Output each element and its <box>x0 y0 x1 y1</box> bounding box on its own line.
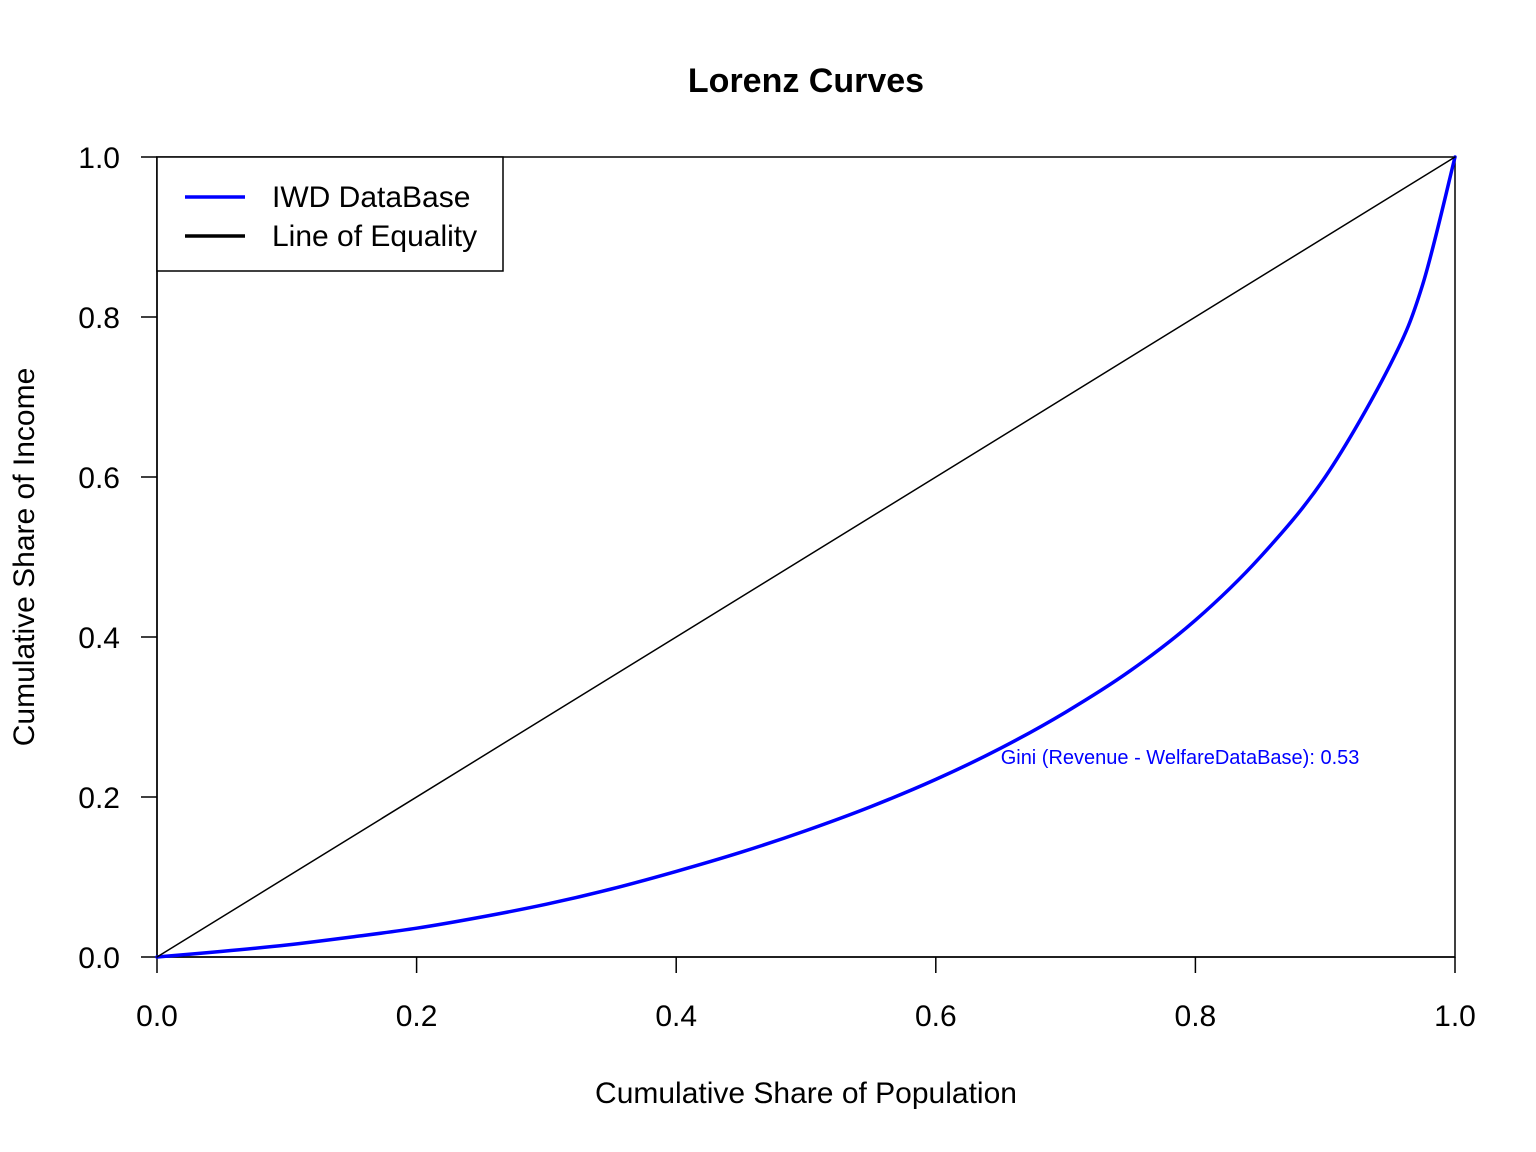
x-tick-label: 0.2 <box>396 1000 438 1033</box>
series-line-iwd-database <box>155 155 1457 959</box>
y-tick-label: 0.6 <box>78 462 120 495</box>
x-tick-label: 1.0 <box>1434 1000 1476 1033</box>
x-tick-label: 0.0 <box>136 1000 178 1033</box>
x-axis: 0.0 0.2 0.4 0.6 0.8 1.0 <box>136 956 1476 1033</box>
y-tick-label: 0.0 <box>78 942 120 975</box>
x-tick-label: 0.4 <box>655 1000 697 1033</box>
y-axis: 0.0 0.2 0.4 0.6 0.8 1.0 <box>78 142 158 975</box>
y-tick-label: 0.4 <box>78 622 120 655</box>
y-tick-label: 0.2 <box>78 782 120 815</box>
legend-box <box>156 156 504 272</box>
x-axis-label: Cumulative Share of Population <box>595 1077 1017 1110</box>
series-line-equality <box>156 156 1456 958</box>
chart-title: Lorenz Curves <box>688 62 924 100</box>
y-axis-label: Cumulative Share of Income <box>8 368 41 747</box>
legend: IWD DataBase Line of Equality <box>156 156 504 272</box>
legend-label-line-of-equality: Line of Equality <box>272 220 477 253</box>
legend-label-iwd-database: IWD DataBase <box>272 181 470 214</box>
x-tick-label: 0.6 <box>915 1000 957 1033</box>
gini-annotation: Gini (Revenue - WelfareDataBase): 0.53 <box>1001 747 1360 769</box>
y-tick-label: 0.8 <box>78 302 120 335</box>
y-tick-label: 1.0 <box>78 142 120 175</box>
series-layer <box>155 155 1457 959</box>
x-tick-label: 0.8 <box>1175 1000 1217 1033</box>
